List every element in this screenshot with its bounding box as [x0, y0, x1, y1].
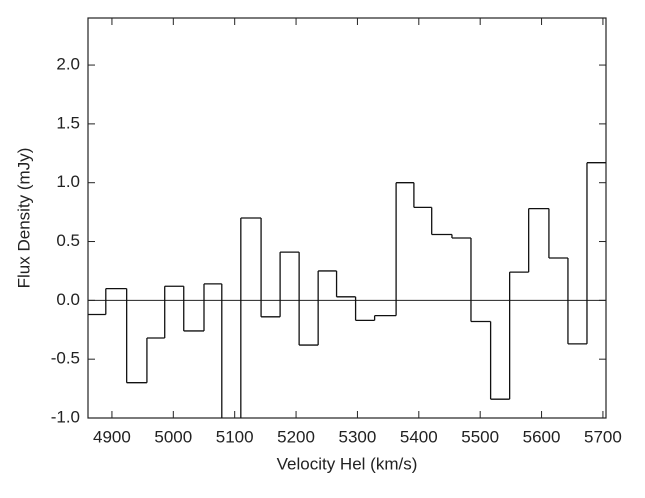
x-tick-label: 5300 [339, 427, 377, 446]
x-tick-label: 5600 [523, 427, 561, 446]
x-axis-title: Velocity Hel (km/s) [277, 454, 418, 473]
x-tick-label: 5400 [400, 427, 438, 446]
x-tick-label: 5500 [461, 427, 499, 446]
x-tick-label: 5000 [154, 427, 192, 446]
y-tick-label: 0.0 [56, 290, 80, 309]
plot-frame [87, 17, 607, 419]
x-tick-label: 5200 [277, 427, 315, 446]
x-tick-label: 5100 [216, 427, 254, 446]
y-tick-label: 0.5 [56, 231, 80, 250]
y-tick-label: -1.0 [51, 407, 80, 426]
y-tick-label: -0.5 [51, 349, 80, 368]
y-tick-label: 1.0 [56, 172, 80, 191]
y-tick-label: 2.0 [56, 55, 80, 74]
x-tick-label: 5700 [584, 427, 622, 446]
x-tick-label: 4900 [93, 427, 131, 446]
plot-area [88, 162, 606, 418]
y-axis-title: Flux Density (mJy) [14, 148, 33, 289]
y-tick-label: 1.5 [56, 113, 80, 132]
